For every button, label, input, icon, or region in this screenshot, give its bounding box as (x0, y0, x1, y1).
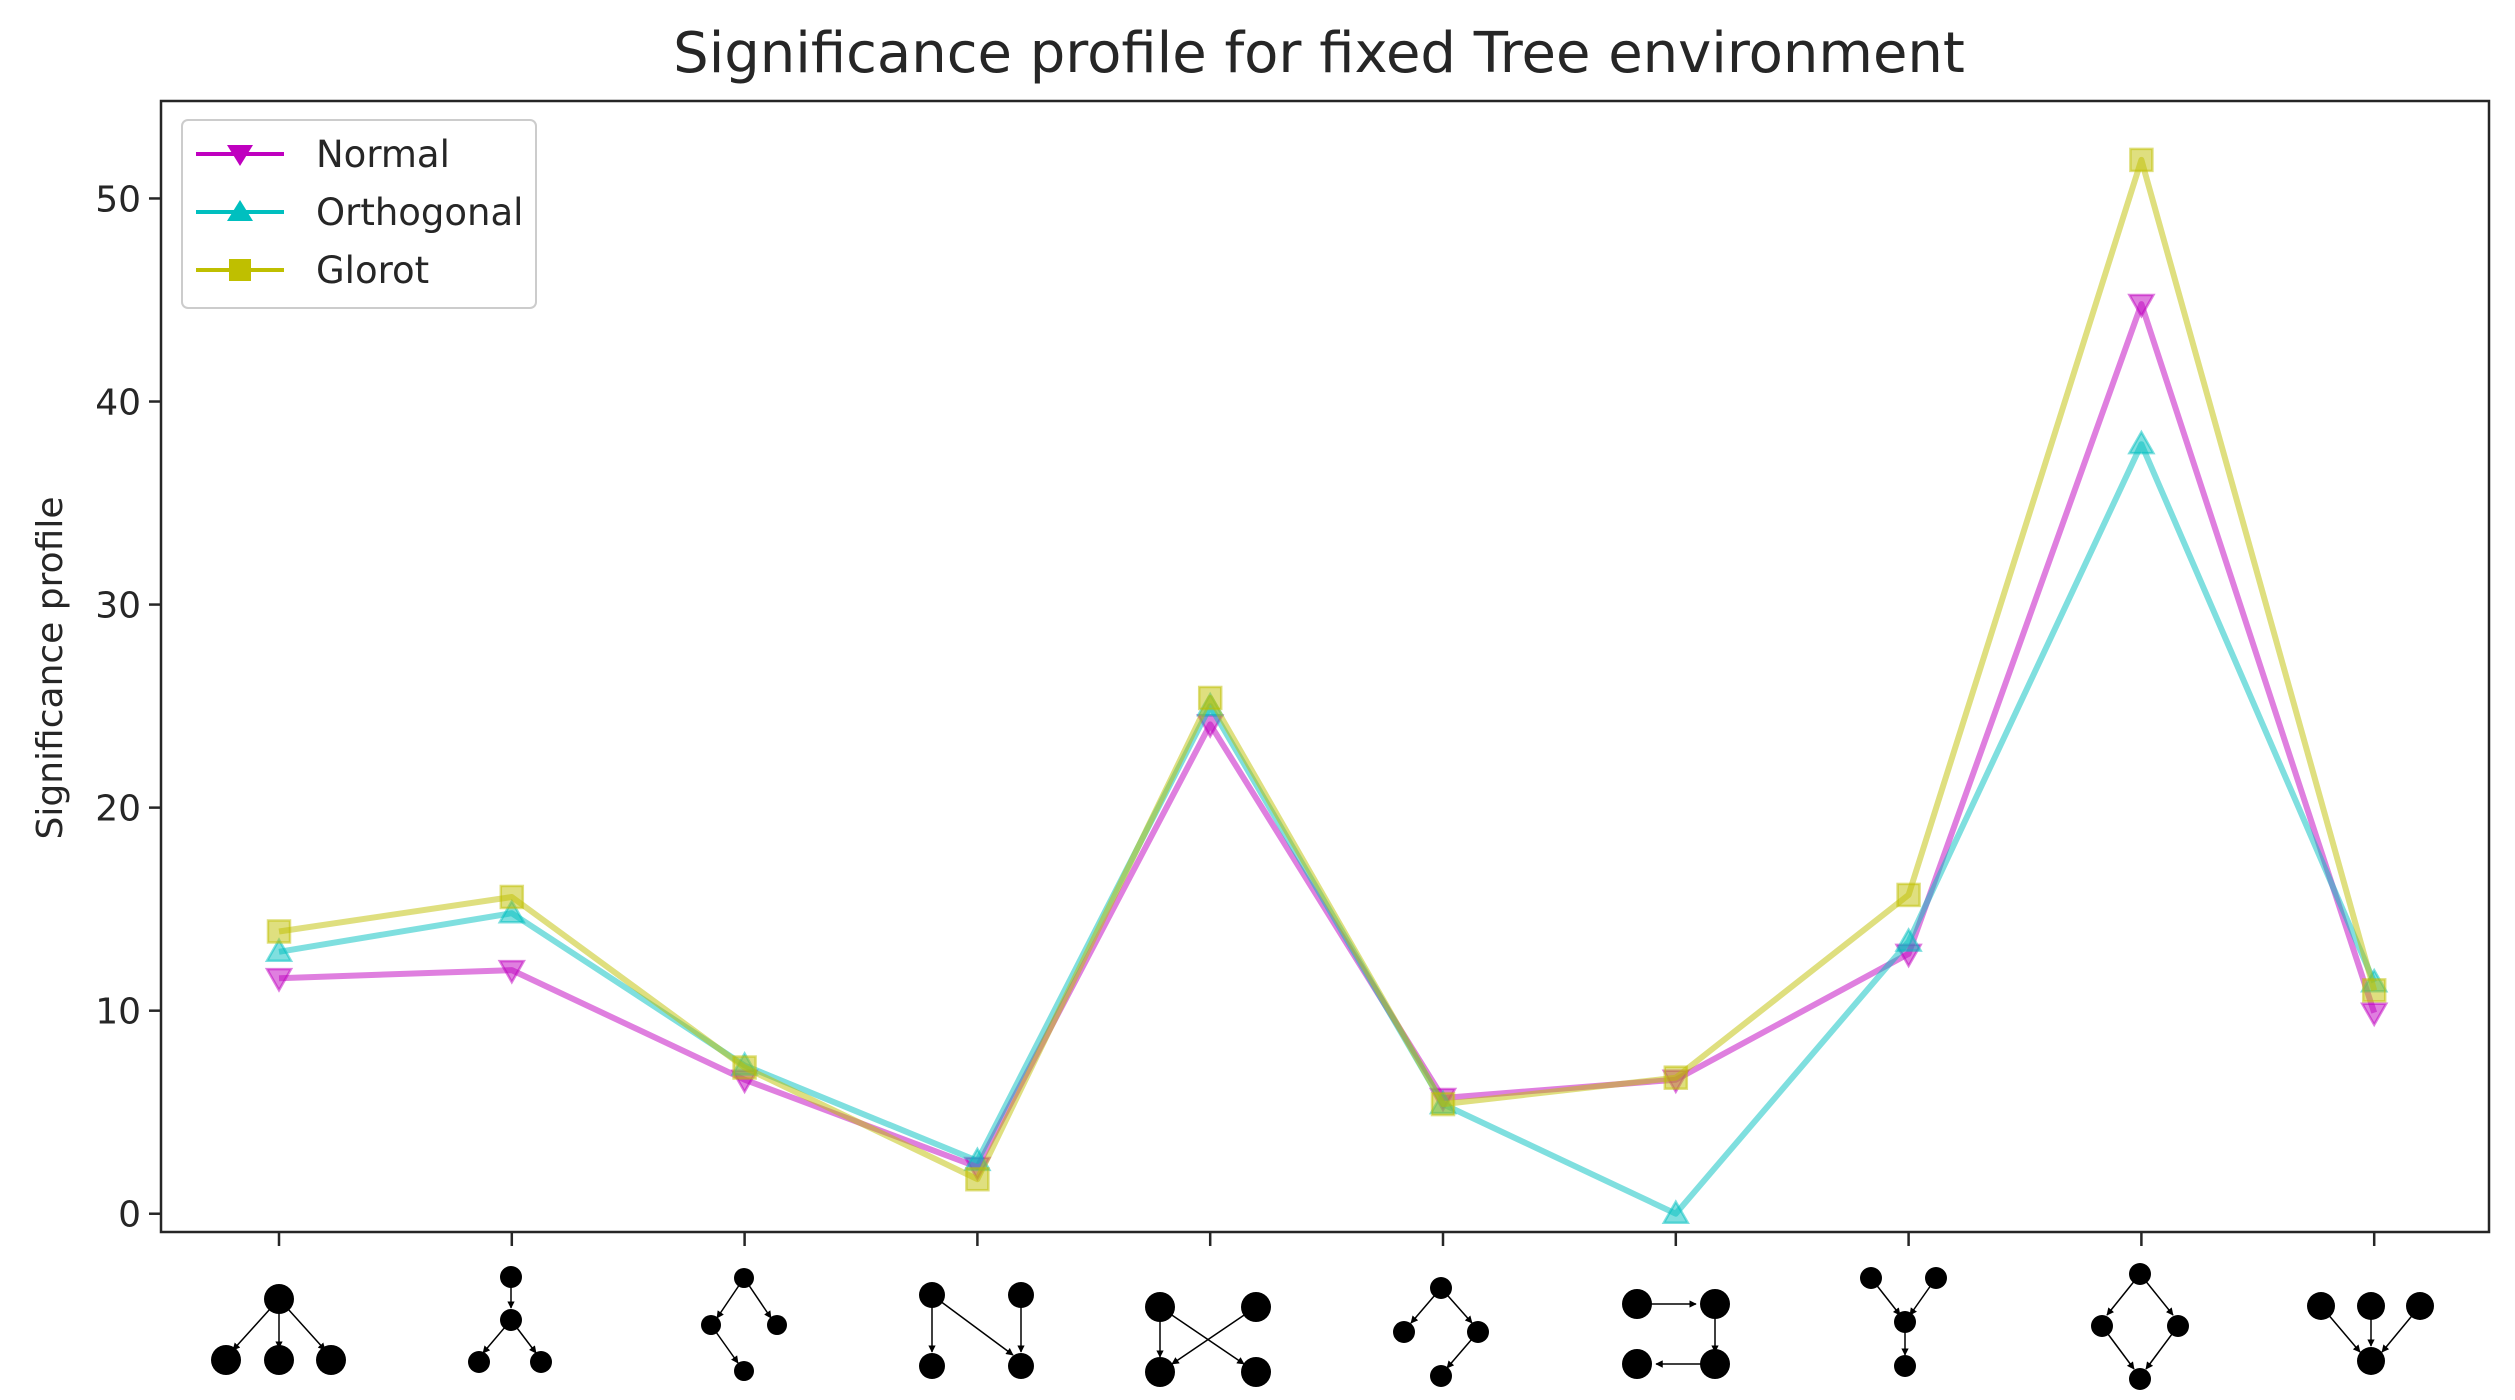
data-point-orthogonal (1894, 927, 1923, 952)
data-point-orthogonal (497, 898, 526, 924)
legend: Normal Orthogonal Glorot (181, 119, 537, 309)
plot-series (264, 147, 2389, 1224)
data-point-glorot (2361, 978, 2387, 1003)
motif-1-icon (211, 1284, 346, 1375)
x-axis-ticks (277, 1232, 2376, 1246)
data-point-normal (2127, 293, 2156, 319)
data-point-glorot (499, 884, 525, 910)
y-axis-ticks: 0 10 20 30 40 50 (95, 179, 161, 1236)
series-glorot (266, 147, 2387, 1192)
data-point-normal (264, 967, 294, 993)
motif-6-icon (1393, 1277, 1489, 1387)
data-point-glorot (266, 919, 292, 944)
legend-entry-glorot: Glorot (196, 249, 429, 292)
motif-4-icon (919, 1282, 1034, 1379)
legend-label-orthogonal: Orthogonal (316, 191, 523, 234)
data-point-normal (2360, 1002, 2389, 1028)
legend-label-normal: Normal (316, 133, 450, 176)
y-tick-label: 30 (95, 586, 141, 627)
series-line-normal (278, 301, 2378, 1170)
motif-icons (211, 1263, 2434, 1390)
y-tick-label: 20 (95, 789, 141, 830)
chart-title: Significance profile for fixed Tree envi… (673, 21, 1965, 86)
legend-box (181, 119, 537, 309)
motif-2-icon (468, 1266, 552, 1373)
y-axis-label: Significance profile (30, 497, 71, 840)
motif-3-icon (701, 1268, 787, 1381)
plot-frame (159, 99, 2491, 1234)
series-orthogonal (264, 429, 2389, 1224)
motif-10-icon (2307, 1292, 2434, 1375)
data-point-orthogonal (2127, 429, 2156, 455)
y-tick-label: 50 (95, 179, 141, 220)
motif-9-icon (2091, 1263, 2189, 1390)
data-point-glorot (965, 1166, 990, 1192)
legend-label-glorot: Glorot (316, 249, 429, 292)
data-point-glorot (732, 1055, 757, 1080)
motif-5-icon (1145, 1292, 1271, 1387)
data-point-glorot (1663, 1065, 1689, 1090)
legend-entry-normal: Normal (196, 133, 450, 176)
data-point-glorot (1896, 882, 1921, 908)
series-line-orthogonal (278, 441, 2377, 1217)
data-point-normal (497, 959, 526, 985)
y-tick-label: 40 (95, 383, 141, 424)
data-point-orthogonal (264, 937, 294, 963)
data-point-orthogonal (1661, 1199, 1690, 1224)
series-normal (264, 293, 2389, 1182)
series-line-glorot (278, 156, 2378, 1183)
data-point-glorot (2129, 147, 2154, 173)
motif-8-icon (1860, 1267, 1947, 1377)
y-tick-label: 10 (95, 992, 141, 1033)
legend-entry-orthogonal: Orthogonal (196, 191, 523, 234)
data-point-glorot (1430, 1091, 1456, 1117)
motif-7-icon (1622, 1289, 1730, 1379)
y-tick-label: 0 (118, 1195, 141, 1236)
data-point-glorot (1197, 685, 1223, 711)
